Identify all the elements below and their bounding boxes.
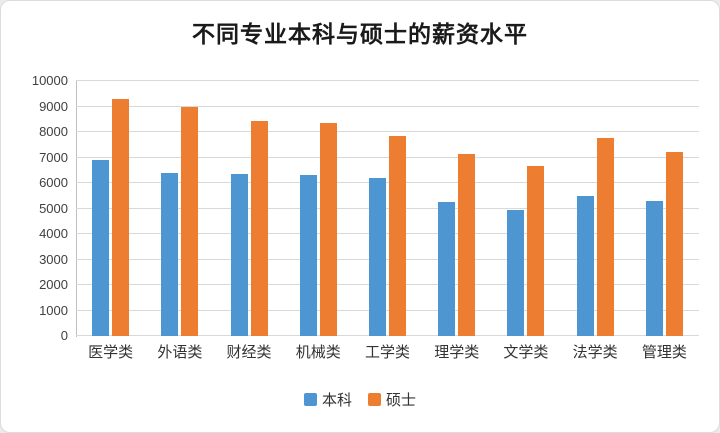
bar-series0-cat4 [368, 177, 386, 336]
x-tick-label-3: 机械类 [295, 344, 341, 361]
bar-series1-cat1 [181, 106, 199, 336]
gridline-0 [76, 335, 699, 336]
legend-swatch-icon [303, 393, 317, 406]
bar-series0-cat3 [299, 175, 317, 336]
x-tick-label-8: 管理类 [641, 344, 687, 361]
bar-group-0 [76, 81, 145, 336]
legend-item-1: 硕士 [368, 389, 416, 410]
bar-series1-cat3 [319, 123, 337, 336]
plot-area [76, 80, 699, 336]
bar-series0-cat7 [576, 195, 594, 336]
gridline-1000 [76, 309, 699, 311]
x-axis-labels: 医学类 外语类 财经类 机械类 工学类 理学类 文学类 法学类 管理类 [76, 341, 699, 362]
y-axis-line [76, 81, 77, 337]
bar-group-1 [145, 81, 214, 336]
gridlines [76, 80, 699, 336]
bar-group-5 [422, 81, 491, 336]
bar-series1-cat7 [596, 138, 614, 336]
bar-series0-cat2 [230, 174, 248, 336]
bar-series1-cat2 [250, 120, 268, 336]
legend-label-1: 硕士 [386, 392, 417, 409]
bar-series1-cat4 [388, 135, 406, 336]
bar-group-7 [561, 81, 630, 336]
y-tick-label-6000: 6000 [39, 175, 68, 190]
bar-group-3 [284, 81, 353, 336]
x-tick-label-0: 医学类 [88, 344, 134, 361]
bars-row [76, 81, 699, 336]
bar-series0-cat6 [507, 209, 525, 336]
gridline-7000 [76, 156, 699, 158]
legend-label-0: 本科 [321, 392, 352, 409]
x-tick-label-1: 外语类 [157, 344, 203, 361]
bar-group-4 [353, 81, 422, 336]
bar-series1-cat5 [458, 153, 476, 336]
bar-series1-cat6 [527, 166, 545, 336]
y-tick-label-7000: 7000 [39, 149, 68, 165]
y-tick-label-3000: 3000 [39, 251, 68, 267]
bar-series0-cat0 [92, 160, 110, 336]
x-tick-label-7: 法学类 [572, 344, 618, 361]
legend-swatch-icon [368, 393, 381, 406]
gridline-9000 [76, 105, 699, 107]
bar-series1-cat8 [665, 152, 683, 336]
y-tick-label-4000: 4000 [39, 226, 68, 241]
bar-series0-cat8 [645, 200, 663, 336]
y-tick-label-0: 0 [60, 328, 68, 343]
gridline-6000 [76, 182, 699, 183]
y-tick-label-2000: 2000 [39, 277, 68, 292]
x-tick-label-5: 理学类 [434, 344, 480, 361]
gridline-4000 [76, 233, 699, 234]
legend: 本科 硕士 [1, 389, 719, 410]
y-tick-label-8000: 8000 [39, 124, 68, 139]
y-tick-label-1000: 1000 [39, 302, 68, 318]
y-tick-label-5000: 5000 [39, 200, 68, 216]
gridline-10000 [76, 80, 699, 81]
bar-group-8 [630, 81, 699, 336]
bar-series1-cat0 [112, 98, 130, 336]
bar-group-2 [214, 81, 283, 336]
bar-group-6 [491, 81, 560, 336]
bar-series0-cat1 [161, 172, 179, 336]
x-tick-label-6: 文学类 [503, 344, 549, 361]
x-tick-label-4: 工学类 [364, 344, 410, 361]
gridline-2000 [76, 284, 699, 285]
gridline-5000 [76, 207, 699, 209]
x-tick-label-2: 财经类 [226, 344, 272, 361]
gridline-3000 [76, 258, 699, 260]
bar-series0-cat5 [438, 202, 456, 336]
chart-title: 不同专业本科与硕士的薪资水平 [192, 21, 528, 47]
legend-item-0: 本科 [303, 389, 352, 410]
gridline-8000 [76, 131, 699, 132]
y-tick-label-9000: 9000 [39, 98, 68, 114]
y-axis-labels: 0 1000 2000 3000 4000 5000 6000 7000 8000 9000 100… [1, 73, 68, 343]
y-tick-label-10000: 10000 [31, 73, 68, 88]
